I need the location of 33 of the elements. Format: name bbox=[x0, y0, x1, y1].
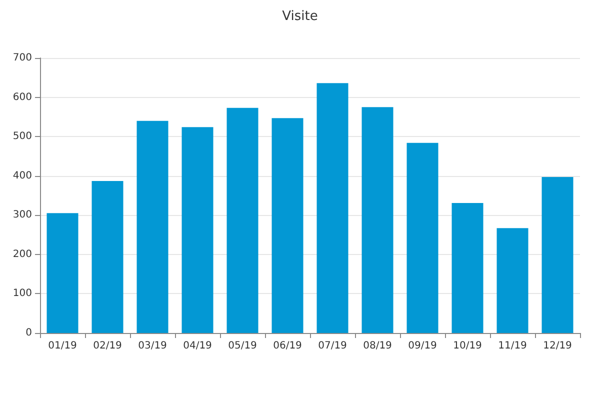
bar bbox=[542, 177, 574, 333]
y-tick-label: 300 bbox=[12, 210, 32, 221]
bar bbox=[136, 120, 168, 333]
y-tick-label: 100 bbox=[12, 288, 32, 300]
bar bbox=[316, 83, 348, 333]
bar bbox=[362, 107, 394, 333]
bar bbox=[182, 127, 214, 333]
x-tick-label: 09/19 bbox=[408, 340, 437, 352]
y-tick-label: 700 bbox=[12, 52, 32, 64]
y-tick-label: 200 bbox=[12, 248, 32, 260]
x-tick-label: 01/19 bbox=[48, 340, 77, 352]
x-tick-label: 05/19 bbox=[228, 340, 257, 352]
x-tick-label: 12/19 bbox=[543, 340, 572, 352]
bar bbox=[226, 108, 258, 333]
y-tick-label: 600 bbox=[12, 92, 32, 103]
y-tick-label: 0 bbox=[26, 328, 32, 338]
y-tick-label: 500 bbox=[12, 131, 32, 142]
bar bbox=[406, 142, 438, 333]
x-tick-label: 06/19 bbox=[273, 340, 302, 352]
chart-title: Visite bbox=[282, 9, 318, 24]
x-tick-label: 03/19 bbox=[138, 340, 167, 352]
x-tick-label: 10/19 bbox=[453, 340, 482, 352]
bar bbox=[496, 228, 528, 333]
y-tick-label: 400 bbox=[12, 170, 32, 182]
x-tick-label: 11/19 bbox=[498, 340, 527, 352]
bar bbox=[452, 202, 484, 333]
x-tick-label: 04/19 bbox=[183, 340, 212, 352]
x-tick-label: 08/19 bbox=[363, 340, 392, 352]
bar bbox=[272, 118, 304, 333]
bar bbox=[46, 213, 78, 333]
bar bbox=[92, 180, 124, 333]
x-tick-label: 07/19 bbox=[318, 340, 347, 352]
x-tick-label: 02/19 bbox=[93, 340, 122, 352]
